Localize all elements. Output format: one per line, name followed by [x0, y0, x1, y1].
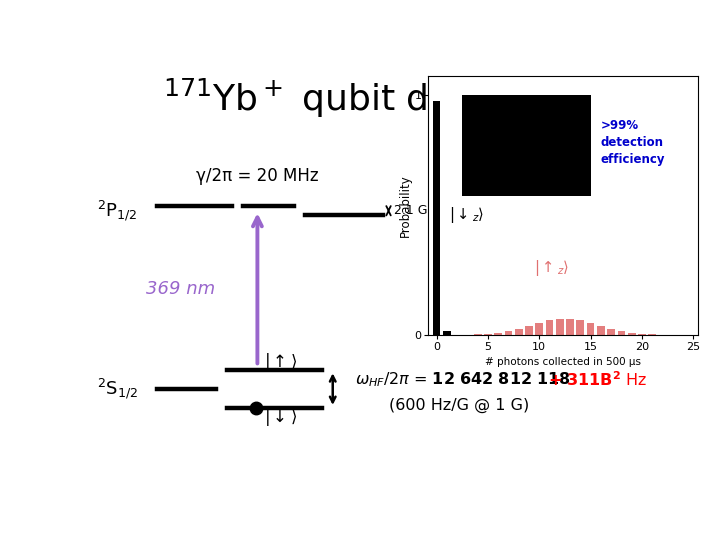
Bar: [597, 326, 605, 335]
Bar: [556, 319, 564, 335]
Bar: [628, 333, 636, 335]
Bar: [566, 319, 574, 335]
X-axis label: # photons collected in 500 μs: # photons collected in 500 μs: [485, 357, 642, 367]
Bar: [484, 334, 492, 335]
Bar: [638, 334, 646, 335]
Text: 369 nm: 369 nm: [145, 280, 215, 298]
Text: $|\uparrow\rangle$: $|\uparrow\rangle$: [264, 350, 297, 373]
Text: 2.1 GHz: 2.1 GHz: [394, 204, 444, 217]
Bar: [577, 320, 584, 335]
Bar: [618, 331, 625, 335]
Text: $^{171}$Yb$^+$ qubit detection: $^{171}$Yb$^+$ qubit detection: [163, 77, 575, 120]
Text: $|\downarrow_z\rangle$: $|\downarrow_z\rangle$: [449, 205, 484, 225]
Bar: [525, 326, 533, 335]
Text: γ/2π = 20 MHz: γ/2π = 20 MHz: [196, 167, 319, 185]
Bar: [433, 101, 441, 335]
Bar: [495, 333, 502, 335]
Text: $\omega_{HF}/2\pi$ = $\mathbf{12\ 642\ 812\ 118}$: $\omega_{HF}/2\pi$ = $\mathbf{12\ 642\ 8…: [355, 370, 571, 389]
Bar: [443, 331, 451, 335]
Bar: [515, 329, 523, 335]
Text: $|\uparrow_z\rangle$: $|\uparrow_z\rangle$: [534, 258, 570, 278]
Text: $|\downarrow\rangle$: $|\downarrow\rangle$: [264, 406, 297, 428]
Bar: [536, 323, 543, 335]
Bar: [505, 331, 513, 335]
Text: $^2$P$_{1/2}$: $^2$P$_{1/2}$: [97, 198, 138, 222]
Bar: [546, 320, 554, 335]
Bar: [462, 95, 590, 195]
Bar: [607, 329, 615, 335]
Y-axis label: Probability: Probability: [399, 174, 412, 237]
Text: $\mathbf{+\ 311B^2}$ Hz: $\mathbf{+\ 311B^2}$ Hz: [547, 370, 647, 389]
Text: (600 Hz/G @ 1 G): (600 Hz/G @ 1 G): [389, 397, 528, 413]
Bar: [587, 323, 595, 335]
Text: >99%
detection
efficiency: >99% detection efficiency: [601, 119, 665, 166]
Text: $^2$S$_{1/2}$: $^2$S$_{1/2}$: [96, 377, 138, 401]
